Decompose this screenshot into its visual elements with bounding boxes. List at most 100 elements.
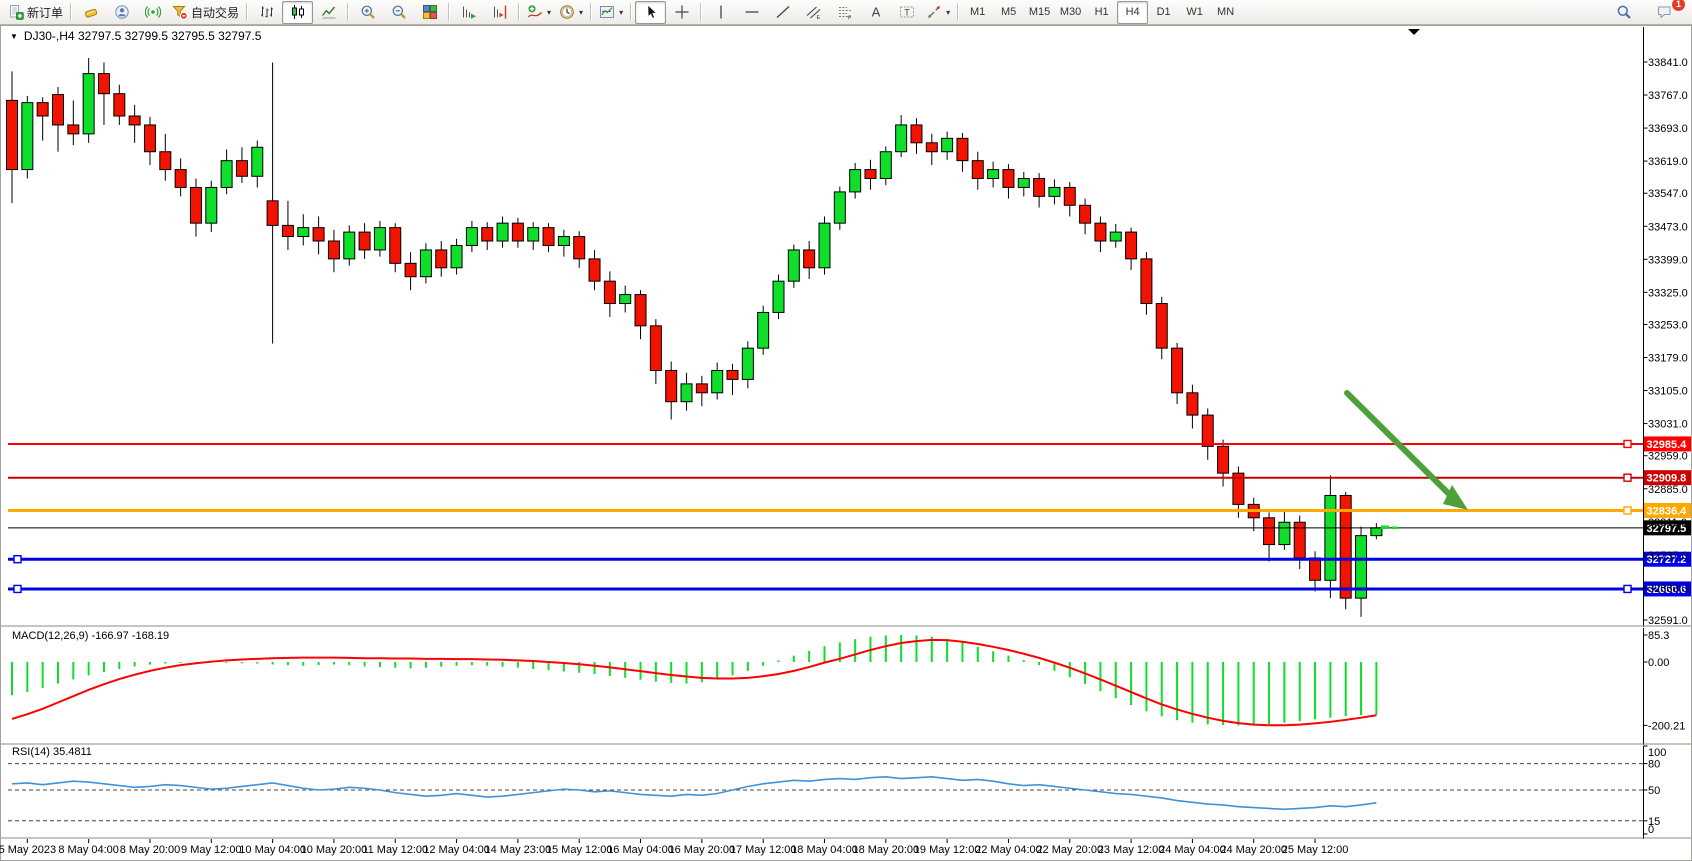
timeframe-d1-button[interactable]: D1: [1148, 1, 1179, 24]
auto-scroll-button[interactable]: [453, 1, 484, 24]
price-tick-label: 33693.0: [1648, 123, 1688, 135]
price-level-badge: [1644, 502, 1691, 518]
price-marker-dots: [1381, 525, 1398, 529]
timeframe-m15-button[interactable]: M15: [1024, 1, 1055, 24]
candle: [695, 383, 708, 394]
cursor-button[interactable]: [635, 0, 667, 24]
periods-dropdown-caret[interactable]: ▾: [579, 7, 584, 17]
line-handle-icon[interactable]: [13, 555, 22, 564]
crosshair-button[interactable]: [666, 1, 697, 24]
text-button[interactable]: A: [860, 1, 891, 24]
time-tick-label: 24 May 04:00: [1159, 844, 1226, 856]
candle: [36, 102, 49, 117]
auto-trading-button[interactable]: 自动交易: [168, 1, 243, 24]
candle: [1048, 186, 1061, 197]
time-tick-label: 14 May 23:00: [485, 844, 552, 856]
periods-button[interactable]: ▾: [555, 1, 587, 24]
price-tick-label: 33767.0: [1648, 90, 1688, 102]
crosshair-icon: [674, 4, 690, 20]
fibonacci-button[interactable]: F: [829, 1, 860, 24]
bar-chart-button[interactable]: [251, 1, 282, 24]
equidistant-channel-button[interactable]: E: [798, 1, 829, 24]
svg-text:T: T: [904, 8, 910, 18]
line-handle-icon[interactable]: [1623, 584, 1632, 594]
search-button[interactable]: [1608, 1, 1639, 24]
trend-arrow[interactable]: [1344, 390, 1468, 510]
collapse-triangle-icon[interactable]: ▼: [10, 31, 18, 41]
candle: [711, 369, 724, 394]
chart-menu-triangle-icon[interactable]: [1408, 29, 1420, 35]
text-label-button[interactable]: T: [891, 1, 922, 24]
candle: [174, 169, 187, 188]
new-order-label: 新订单: [27, 5, 64, 20]
timeframe-h1-label: H1: [1094, 6, 1109, 18]
arrow-shapes-button[interactable]: ▾: [922, 1, 954, 24]
trend-line-button[interactable]: [767, 1, 798, 24]
chart-canvas[interactable]: [1, 26, 1642, 620]
candle: [1094, 222, 1107, 242]
timeframe-mn-label: MN: [1217, 6, 1235, 18]
rsi-line: [11, 775, 1377, 811]
periods-icon: [559, 4, 575, 20]
vertical-line-button[interactable]: [705, 1, 736, 24]
indicators-button[interactable]: ▾: [523, 1, 555, 24]
price-level-badge-value: 32797.5: [1647, 523, 1687, 535]
indicators-dropdown-caret[interactable]: ▾: [547, 7, 552, 17]
vertical-line-icon: [713, 4, 729, 20]
candlestick-chart-button[interactable]: [282, 0, 314, 24]
candle: [297, 227, 310, 238]
text-icon: A: [868, 4, 884, 20]
community-button[interactable]: [106, 1, 137, 24]
candle: [956, 137, 969, 162]
timeframe-h4-button[interactable]: H4: [1117, 0, 1149, 24]
zoom-out-button[interactable]: [383, 1, 414, 24]
candle: [649, 325, 662, 371]
candle: [1278, 521, 1291, 546]
candle: [1017, 178, 1030, 188]
candle: [680, 383, 693, 403]
candles: [6, 57, 1383, 617]
timeframe-m1-label: M1: [969, 6, 986, 18]
auto-trading-label: 自动交易: [191, 5, 240, 20]
new-order-button[interactable]: 新订单: [4, 1, 67, 24]
notifications-button[interactable]: 1: [1649, 0, 1686, 24]
price-tick-label: 33619.0: [1648, 156, 1688, 168]
price-tick-label: 33325.0: [1648, 287, 1688, 299]
rsi-tick-label: 80: [1648, 759, 1660, 771]
price-tick-label: 33547.0: [1648, 188, 1688, 200]
candle: [251, 146, 264, 177]
timeframe-h1-button[interactable]: H1: [1086, 1, 1117, 24]
zoom-in-button[interactable]: [352, 1, 383, 24]
candle: [159, 151, 172, 171]
price-level-badge-value: 32836.4: [1647, 505, 1688, 517]
rsi-tick-label: 50: [1648, 785, 1660, 797]
templates-button[interactable]: ▾: [595, 1, 627, 24]
price-tick-label: 32959.0: [1648, 451, 1688, 463]
time-tick-label: 15 May 12:00: [546, 844, 613, 856]
timeframe-m30-button[interactable]: M30: [1055, 1, 1086, 24]
horizontal-line-button[interactable]: [736, 1, 767, 24]
templates-dropdown-caret[interactable]: ▾: [619, 7, 624, 17]
candle: [1171, 347, 1184, 394]
gold-button[interactable]: [75, 1, 106, 24]
candle: [6, 99, 18, 171]
timeframe-mn-button[interactable]: MN: [1210, 1, 1241, 24]
macd-tick-label: 0.00: [1648, 657, 1669, 669]
line-handle-icon[interactable]: [1623, 506, 1632, 515]
timeframe-m5-button[interactable]: M5: [993, 1, 1024, 24]
price-tick-label: 33841.0: [1648, 57, 1688, 69]
line-handle-icon[interactable]: [1623, 439, 1632, 449]
tile-windows-button[interactable]: [414, 1, 445, 24]
line-chart-button[interactable]: [313, 1, 344, 24]
arrow-shapes-dropdown-caret[interactable]: ▾: [946, 7, 951, 17]
timeframe-m1-button[interactable]: M1: [962, 1, 993, 24]
candle: [266, 200, 279, 226]
chart-shift-button[interactable]: [484, 1, 515, 24]
signals-button[interactable]: [137, 1, 168, 24]
timeframe-w1-button[interactable]: W1: [1179, 1, 1210, 24]
timeframe-m5-label: M5: [1000, 6, 1017, 18]
rsi-tick-label: 15: [1648, 816, 1660, 828]
line-handle-icon[interactable]: [1623, 473, 1632, 482]
line-handle-icon[interactable]: [13, 584, 22, 594]
